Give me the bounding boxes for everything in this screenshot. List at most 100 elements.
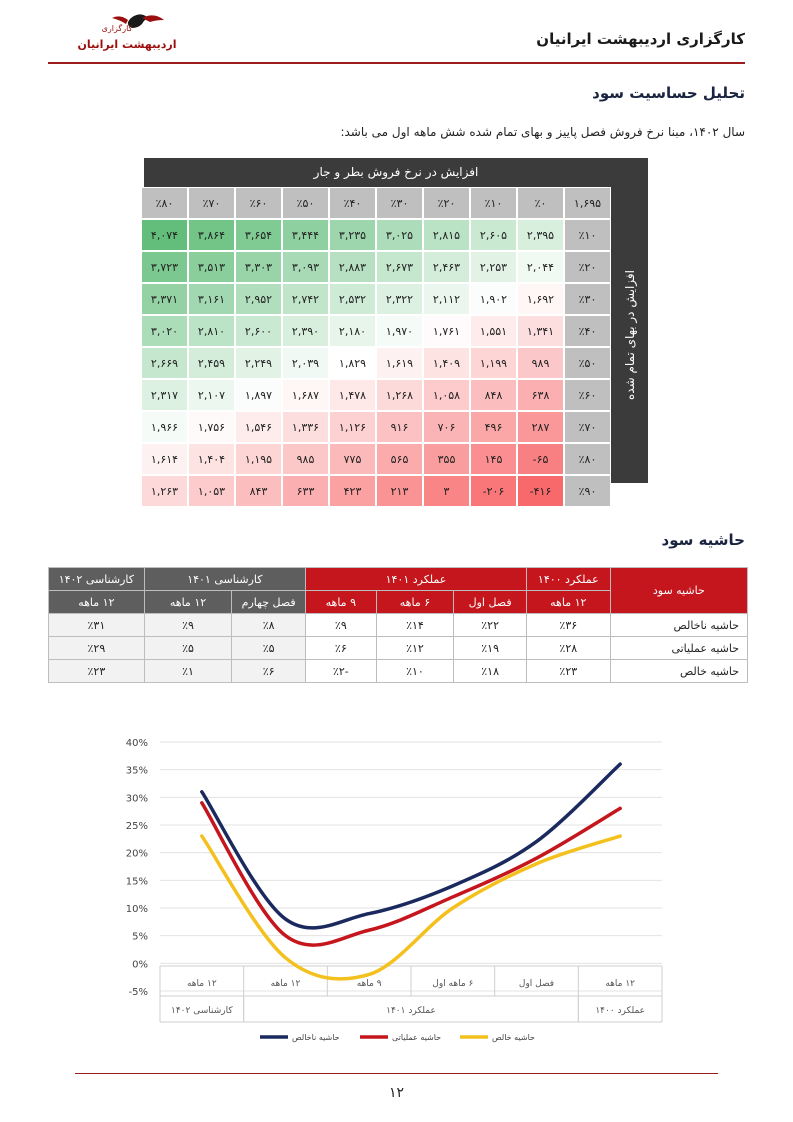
sensitivity-cell: ۸۴۳ [235,475,282,507]
period-header: ۹ ماهه [304,590,377,614]
sensitivity-cell: ۲,۰۳۹ [282,347,329,379]
margin-table: حاشیه سود عملکرد ۱۴۰۰ عملکرد ۱۴۰۱ کارشنا… [48,567,749,683]
sensitivity-col-label: ٪۴۰ [329,187,376,219]
sensitivity-cell: ۳,۲۳۵ [329,219,376,251]
sensitivity-cell: ۲,۱۰۷ [188,379,235,411]
sensitivity-cell: ۱,۲۶۳ [141,475,188,507]
sensitivity-cell: ۵۶۵ [376,443,423,475]
sensitivity-cell: ۲,۴۵۹ [188,347,235,379]
series-line-2 [200,834,622,981]
y-tick-label: 5% [132,932,148,943]
series-line-1 [200,801,622,947]
sensitivity-cell: ۱,۶۱۹ [376,347,423,379]
sensitivity-cell: ۲۱۳ [376,475,423,507]
sensitivity-row-label: ٪۶۰ [564,379,611,411]
y-tick-label: 20% [126,849,148,860]
sensitivity-cell: ۲,۶۰۰ [235,315,282,347]
y-tick-label: 25% [126,821,148,832]
period-header: ۱۲ ماهه [48,590,145,614]
sensitivity-cell: ۱,۶۸۷ [282,379,329,411]
sensitivity-col-label: ٪۷۰ [188,187,235,219]
table-cell: ٪۳۱ [48,613,145,637]
sensitivity-column-header: افزایش در نرخ فروش بطر و جار [144,158,648,187]
table-cell: -٪۲ [304,659,377,683]
table-row: حاشیه ناخالص ٪۳۶ ٪۲۲ ٪۱۴ ٪۹ ٪۸ ٪۹ ٪۳۱ [48,613,749,637]
sensitivity-cell: ۲,۱۱۲ [423,283,470,315]
sensitivity-row-label: ٪۷۰ [564,411,611,443]
sensitivity-row-label: ٪۳۰ [564,283,611,315]
legend-label: حاشیه عملیاتی [392,1033,441,1042]
x-tick-label: ۱۲ ماهه [605,979,635,989]
period-header: فصل چهارم [231,590,306,614]
period-header: ۱۲ ماهه [143,590,233,614]
sensitivity-cell: ۲,۳۹۵ [517,219,564,251]
table-cell: ٪۱۲ [375,636,455,660]
group-header: عملکرد ۱۴۰۰ [525,567,611,591]
sensitivity-col-label: ٪۱۰ [470,187,517,219]
sensitivity-col-label: ٪۰ [517,187,564,219]
x-group-label: عملکرد ۱۴۰۰ [595,1006,645,1016]
sensitivity-cell: ۳,۰۲۰ [141,315,188,347]
sensitivity-cell: ۲,۳۲۲ [376,283,423,315]
sensitivity-cell: ۱,۲۶۸ [376,379,423,411]
sensitivity-cell: ۱,۳۴۱ [517,315,564,347]
margin-line-chart: 40% 35% 30% 25% 20% 15% 10% 5% 0% -5% ۱۲ ماهه فصل ا… [126,738,663,1042]
sensitivity-cell: ۹۱۶ [376,411,423,443]
sensitivity-cell: ۴۲۳ [329,475,376,507]
y-tick-label: 30% [126,793,148,804]
sensitivity-cell: ۲,۵۳۲ [329,283,376,315]
y-tick-label: 35% [126,766,148,777]
sensitivity-col-label: ٪۵۰ [282,187,329,219]
sensitivity-cell: ۲,۶۶۹ [141,347,188,379]
sensitivity-cell: ۱,۴۷۸ [329,379,376,411]
table-cell: ٪۲۲ [453,613,527,637]
sensitivity-cell: ۱,۸۹۷ [235,379,282,411]
table-cell: ٪۱۴ [375,613,455,637]
sensitivity-cell: ۳,۰۲۵ [376,219,423,251]
table-cell: ٪۹ [143,613,233,637]
sensitivity-cell: ۳,۶۵۴ [235,219,282,251]
x-tick-label: ۶ ماهه اول [432,979,473,989]
sensitivity-cell: ۴۹۶ [470,411,517,443]
table-cell: ٪۱۹ [453,636,527,660]
group-header: عملکرد ۱۴۰۱ [304,567,527,591]
table-row: حاشیه خالص ٪۲۳ ٪۱۸ ٪۱۰ -٪۲ ٪۶ ٪۱ ٪۲۳ [48,659,749,683]
x-tick-label: ۱۲ ماهه [271,979,301,989]
sensitivity-cell: ۳ [423,475,470,507]
sensitivity-cell: -۶۵ [517,443,564,475]
sensitivity-col-label: ٪۳۰ [376,187,423,219]
sensitivity-cell: ۳,۴۴۴ [282,219,329,251]
sensitivity-cell: ۱,۹۰۲ [470,283,517,315]
sensitivity-cell: ۱,۴۰۹ [423,347,470,379]
sensitivity-cell: ۳,۷۲۳ [141,251,188,283]
table-cell: ٪۵ [143,636,233,660]
company-name: کارگزاری اردیبهشت ایرانیان [536,30,745,48]
company-logo: کارگزاری اردیبهشت ایرانیان [72,12,182,58]
sensitivity-cell: ۱,۷۵۶ [188,411,235,443]
sensitivity-cell: ۷۰۶ [423,411,470,443]
logo-subtext: کارگزاری [101,24,133,33]
x-tick-label: ۹ ماهه [357,979,382,989]
sensitivity-cell: ۱۴۵ [470,443,517,475]
sensitivity-cell: ۷۷۵ [329,443,376,475]
sensitivity-cell: ۲,۸۱۵ [423,219,470,251]
x-group-label: کارشناسی ۱۴۰۲ [171,1006,233,1016]
margin-label-header: حاشیه سود [609,567,749,614]
sensitivity-cell: ۱,۰۵۸ [423,379,470,411]
y-tick-label: -5% [129,987,148,998]
table-cell: ٪۹ [304,613,377,637]
section-title-margin: حاشیه سود [661,531,746,549]
footer-divider [75,1073,718,1074]
sensitivity-cell: ۲,۰۴۴ [517,251,564,283]
sensitivity-cell: ۱,۱۹۵ [235,443,282,475]
sensitivity-cell: ۳,۵۱۳ [188,251,235,283]
row-label: حاشیه ناخالص [609,613,749,637]
table-cell: ٪۶ [231,659,306,683]
group-header: کارشناسی ۱۴۰۲ [48,567,145,591]
sensitivity-cell: ۳,۰۹۳ [282,251,329,283]
table-cell: ٪۳۶ [525,613,611,637]
sensitivity-cell: ۱,۶۱۴ [141,443,188,475]
sensitivity-cell: ۱,۹۶۶ [141,411,188,443]
header-divider [48,62,745,64]
sensitivity-cell: ۲,۳۱۷ [141,379,188,411]
